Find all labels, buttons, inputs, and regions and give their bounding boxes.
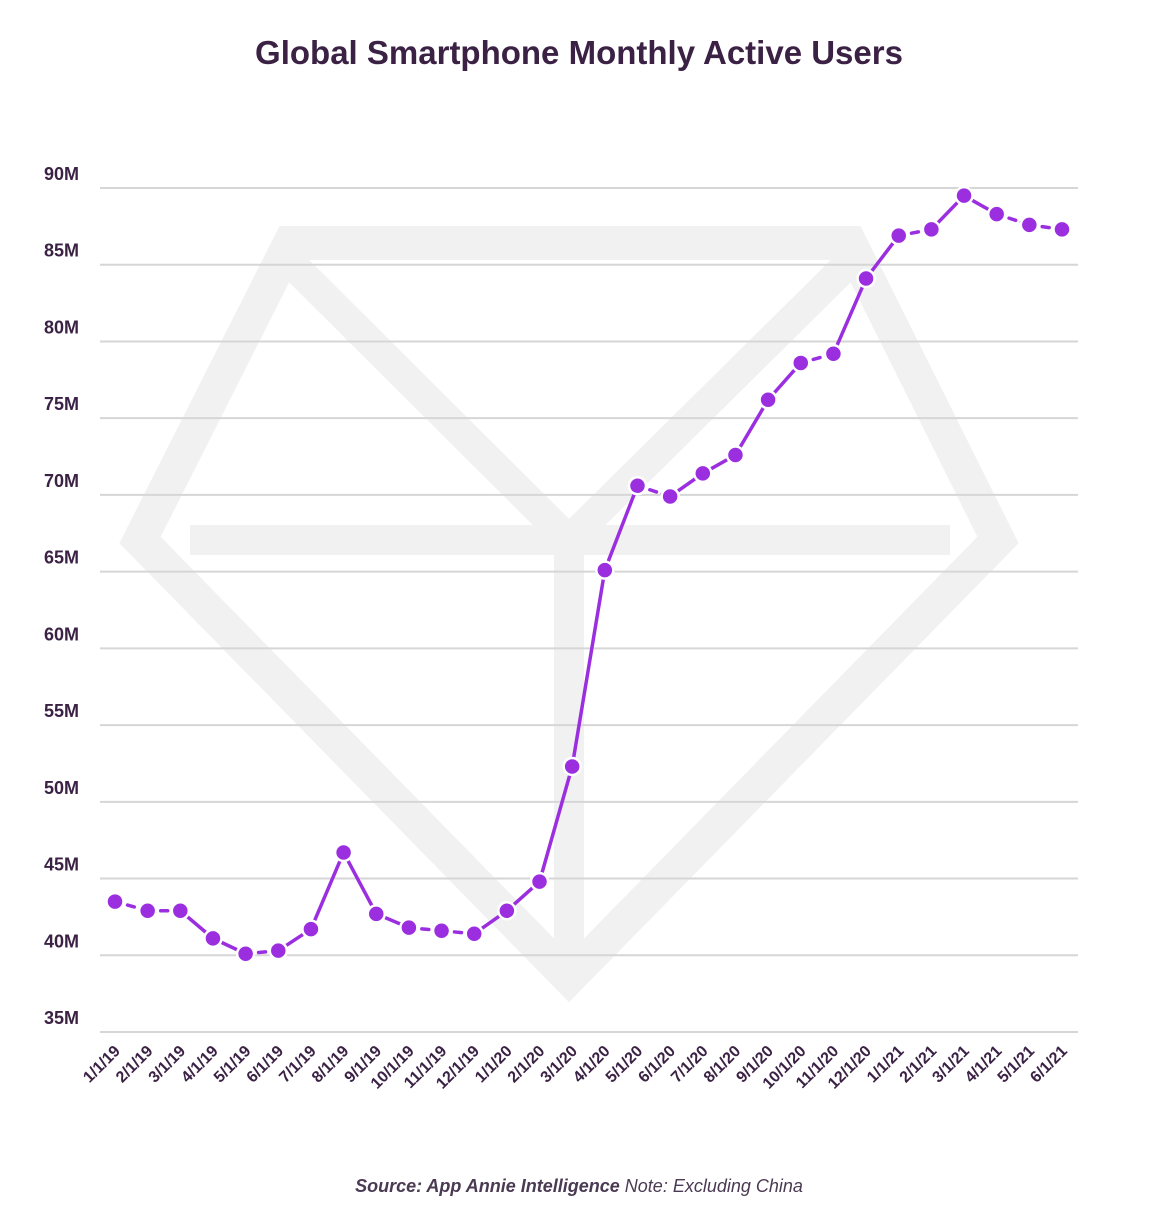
y-tick-label: 50M: [44, 778, 79, 798]
data-point: [986, 204, 1007, 224]
y-tick-label: 75M: [44, 394, 79, 414]
data-point: [888, 225, 909, 246]
series: [105, 185, 1072, 964]
note-text: Note: Excluding China: [624, 1176, 803, 1196]
data-point: [529, 871, 550, 892]
series-line-segment: [309, 850, 346, 931]
chart-title: Global Smartphone Monthly Active Users: [255, 34, 903, 71]
y-tick-label: 55M: [44, 701, 79, 721]
data-point: [464, 924, 484, 944]
data-point: [235, 943, 256, 964]
series-line-segment: [570, 568, 607, 769]
y-tick-label: 80M: [44, 317, 79, 337]
data-point: [856, 268, 876, 289]
y-tick-label: 40M: [44, 931, 79, 951]
data-point: [627, 475, 648, 496]
x-tick-label: 6/1/21: [1027, 1043, 1071, 1087]
diamond-outline: [119, 226, 1019, 1003]
data-point: [399, 917, 419, 938]
x-axis: 1/1/192/1/193/1/194/1/195/1/196/1/197/1/…: [80, 1043, 1071, 1093]
data-point: [301, 919, 321, 939]
data-point: [693, 463, 713, 484]
data-point: [562, 756, 582, 777]
data-point: [725, 445, 746, 465]
series-line-segment: [341, 850, 378, 916]
y-tick-label: 90M: [44, 164, 79, 184]
data-point: [170, 901, 191, 921]
series-line-segment: [603, 483, 640, 572]
y-tick-label: 45M: [44, 855, 79, 875]
series-line-segment: [733, 398, 770, 457]
data-point: [333, 842, 354, 863]
data-point: [203, 928, 223, 949]
diamond-watermark-icon: [119, 226, 1019, 1003]
source-text: Source: App Annie Intelligence: [355, 1176, 620, 1196]
y-axis: 35M 40M 45M 50M 55M 60M 65M 70M 75M 80M 85M 90M: [44, 164, 79, 1028]
y-tick-label: 35M: [44, 1008, 79, 1028]
data-point: [137, 901, 158, 921]
series-line-segment: [537, 764, 574, 884]
y-tick-label: 85M: [44, 241, 79, 261]
data-point: [497, 901, 517, 921]
data-point: [823, 343, 844, 364]
data-point: [758, 390, 778, 410]
data-point: [660, 486, 680, 507]
data-point: [595, 560, 615, 580]
data-point: [791, 353, 811, 373]
footer: Source: App Annie Intelligence Note: Exc…: [0, 1176, 1158, 1197]
data-point: [921, 219, 942, 240]
data-point: [1052, 219, 1072, 240]
data-point: [105, 891, 125, 912]
y-tick-label: 60M: [44, 624, 79, 644]
y-tick-label: 70M: [44, 471, 79, 491]
series-line-segment: [831, 276, 868, 356]
grid-lines: [100, 187, 1078, 1033]
y-tick-label: 65M: [44, 548, 79, 568]
data-point: [431, 920, 452, 941]
diamond-facets: [190, 251, 950, 978]
data-point: [1019, 215, 1040, 235]
data-point: [954, 185, 974, 206]
data-point: [268, 940, 289, 961]
data-point: [366, 904, 386, 924]
